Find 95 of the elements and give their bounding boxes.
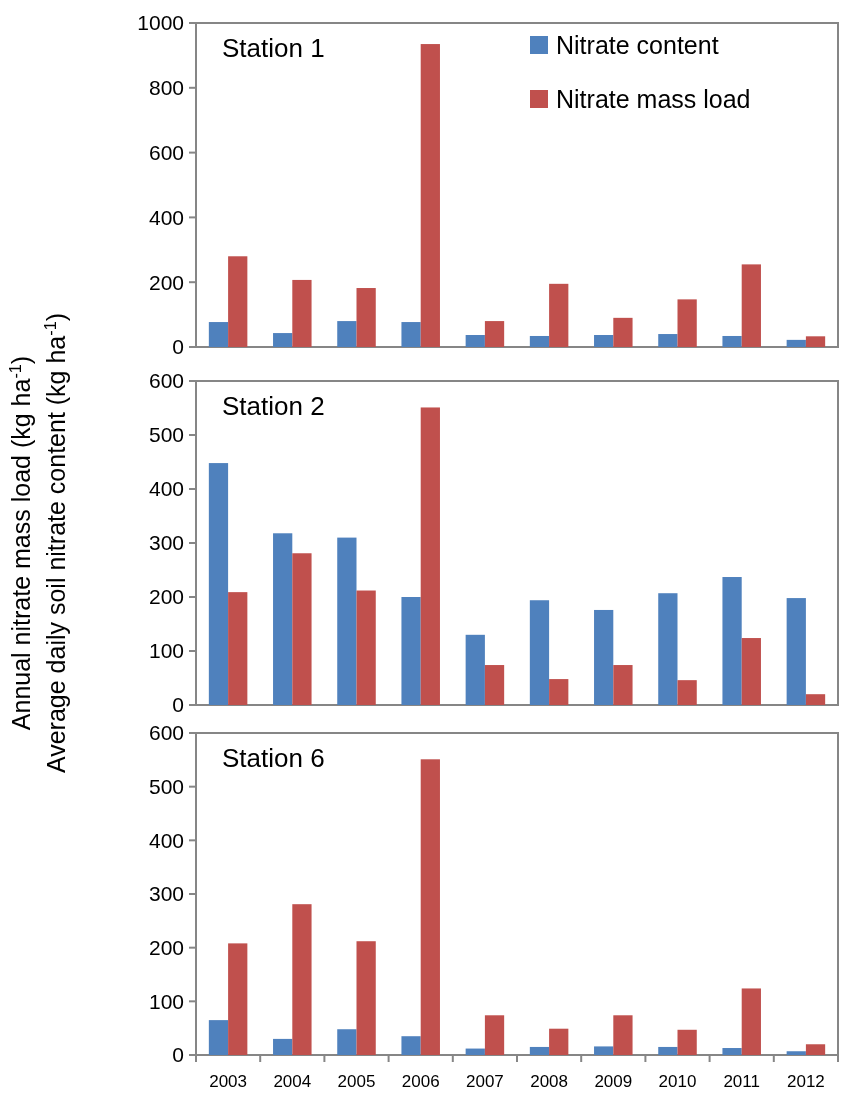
y-tick-label: 0 <box>172 693 184 717</box>
x-tick-label: 2003 <box>209 1072 248 1091</box>
x-tick-label: 2007 <box>465 1072 504 1091</box>
bar <box>786 1051 806 1055</box>
bar <box>805 1044 826 1055</box>
bar <box>356 590 376 705</box>
x-tick-label: 2011 <box>723 1072 760 1091</box>
y-tick-label: 400 <box>148 828 184 852</box>
chart-title: Station 6 <box>222 743 325 773</box>
bar <box>273 533 293 705</box>
bar <box>658 1046 678 1055</box>
x-tick-label: 2008 <box>530 1072 569 1091</box>
bar <box>786 339 806 347</box>
bar <box>741 264 761 347</box>
bar <box>420 407 440 705</box>
bar <box>741 988 761 1055</box>
bar <box>677 1029 697 1055</box>
bar <box>722 577 742 705</box>
y-tick-label: 200 <box>148 936 184 960</box>
bar <box>805 336 826 347</box>
y-tick-label: 0 <box>172 335 184 359</box>
bar <box>677 299 697 347</box>
x-tick-label: 2010 <box>658 1072 697 1091</box>
x-tick-label: 2004 <box>273 1072 312 1091</box>
bar <box>208 463 229 705</box>
y-tick-label: 200 <box>148 585 184 609</box>
bar <box>273 1038 293 1055</box>
y-tick-label: 400 <box>148 205 184 229</box>
chart-title: Station 1 <box>222 33 325 63</box>
bar <box>401 597 421 705</box>
bar <box>228 943 248 1055</box>
bar <box>722 335 742 347</box>
bar <box>484 321 505 347</box>
x-tick-label: 2006 <box>401 1072 440 1091</box>
bar <box>658 334 678 347</box>
bar <box>228 592 248 705</box>
bar <box>722 1048 742 1055</box>
bar <box>420 44 440 347</box>
bar <box>549 283 569 347</box>
bar <box>594 1046 614 1055</box>
bar <box>529 335 550 347</box>
y-tick-label: 600 <box>148 721 184 745</box>
bar <box>465 335 485 347</box>
bar <box>613 665 633 705</box>
bar <box>805 694 826 705</box>
bar <box>273 333 293 347</box>
y-tick-label: 1000 <box>137 11 184 35</box>
bar <box>529 600 550 705</box>
bar <box>228 256 248 347</box>
bar <box>420 759 440 1055</box>
bar <box>356 288 376 347</box>
bar <box>356 941 376 1055</box>
legend-label: Nitrate mass load <box>556 84 751 113</box>
bar <box>208 322 229 347</box>
y-tick-label: 600 <box>148 369 184 393</box>
bar <box>465 634 485 705</box>
bar <box>292 904 312 1055</box>
bar <box>549 679 569 705</box>
bar <box>401 1036 421 1055</box>
bar <box>613 317 633 347</box>
y-tick-label: 800 <box>148 76 184 100</box>
bar <box>786 598 806 705</box>
y-tick-label: 300 <box>148 882 184 906</box>
y-tick-label: 400 <box>148 477 184 501</box>
x-tick-label: 2009 <box>594 1072 633 1091</box>
y-tick-label: 100 <box>148 989 184 1013</box>
x-tick-label: 2012 <box>786 1072 825 1091</box>
y-tick-label: 100 <box>148 639 184 663</box>
y-tick-label: 200 <box>148 270 184 294</box>
bar <box>208 1020 229 1055</box>
bar <box>292 553 312 705</box>
bar <box>613 1015 633 1055</box>
y-tick-label: 0 <box>172 1043 184 1067</box>
bar <box>741 638 761 705</box>
y-tick-label: 500 <box>148 423 184 447</box>
bar <box>484 665 505 705</box>
y-tick-label: 300 <box>148 531 184 555</box>
bar <box>594 609 614 705</box>
bar <box>337 321 357 347</box>
legend-label: Nitrate content <box>556 30 719 59</box>
bar <box>677 680 697 705</box>
bar <box>529 1046 550 1055</box>
bar <box>658 593 678 705</box>
bar <box>292 279 312 347</box>
y-tick-label: 600 <box>148 140 184 164</box>
x-tick-label: 2005 <box>337 1072 376 1091</box>
bar <box>401 322 421 347</box>
bar <box>337 1029 357 1055</box>
chart-title: Station 2 <box>222 391 325 421</box>
y-tick-label: 500 <box>148 775 184 799</box>
bar <box>594 335 614 347</box>
bar <box>337 537 357 705</box>
bar <box>484 1015 505 1055</box>
bar <box>465 1048 485 1055</box>
bar <box>549 1028 569 1055</box>
